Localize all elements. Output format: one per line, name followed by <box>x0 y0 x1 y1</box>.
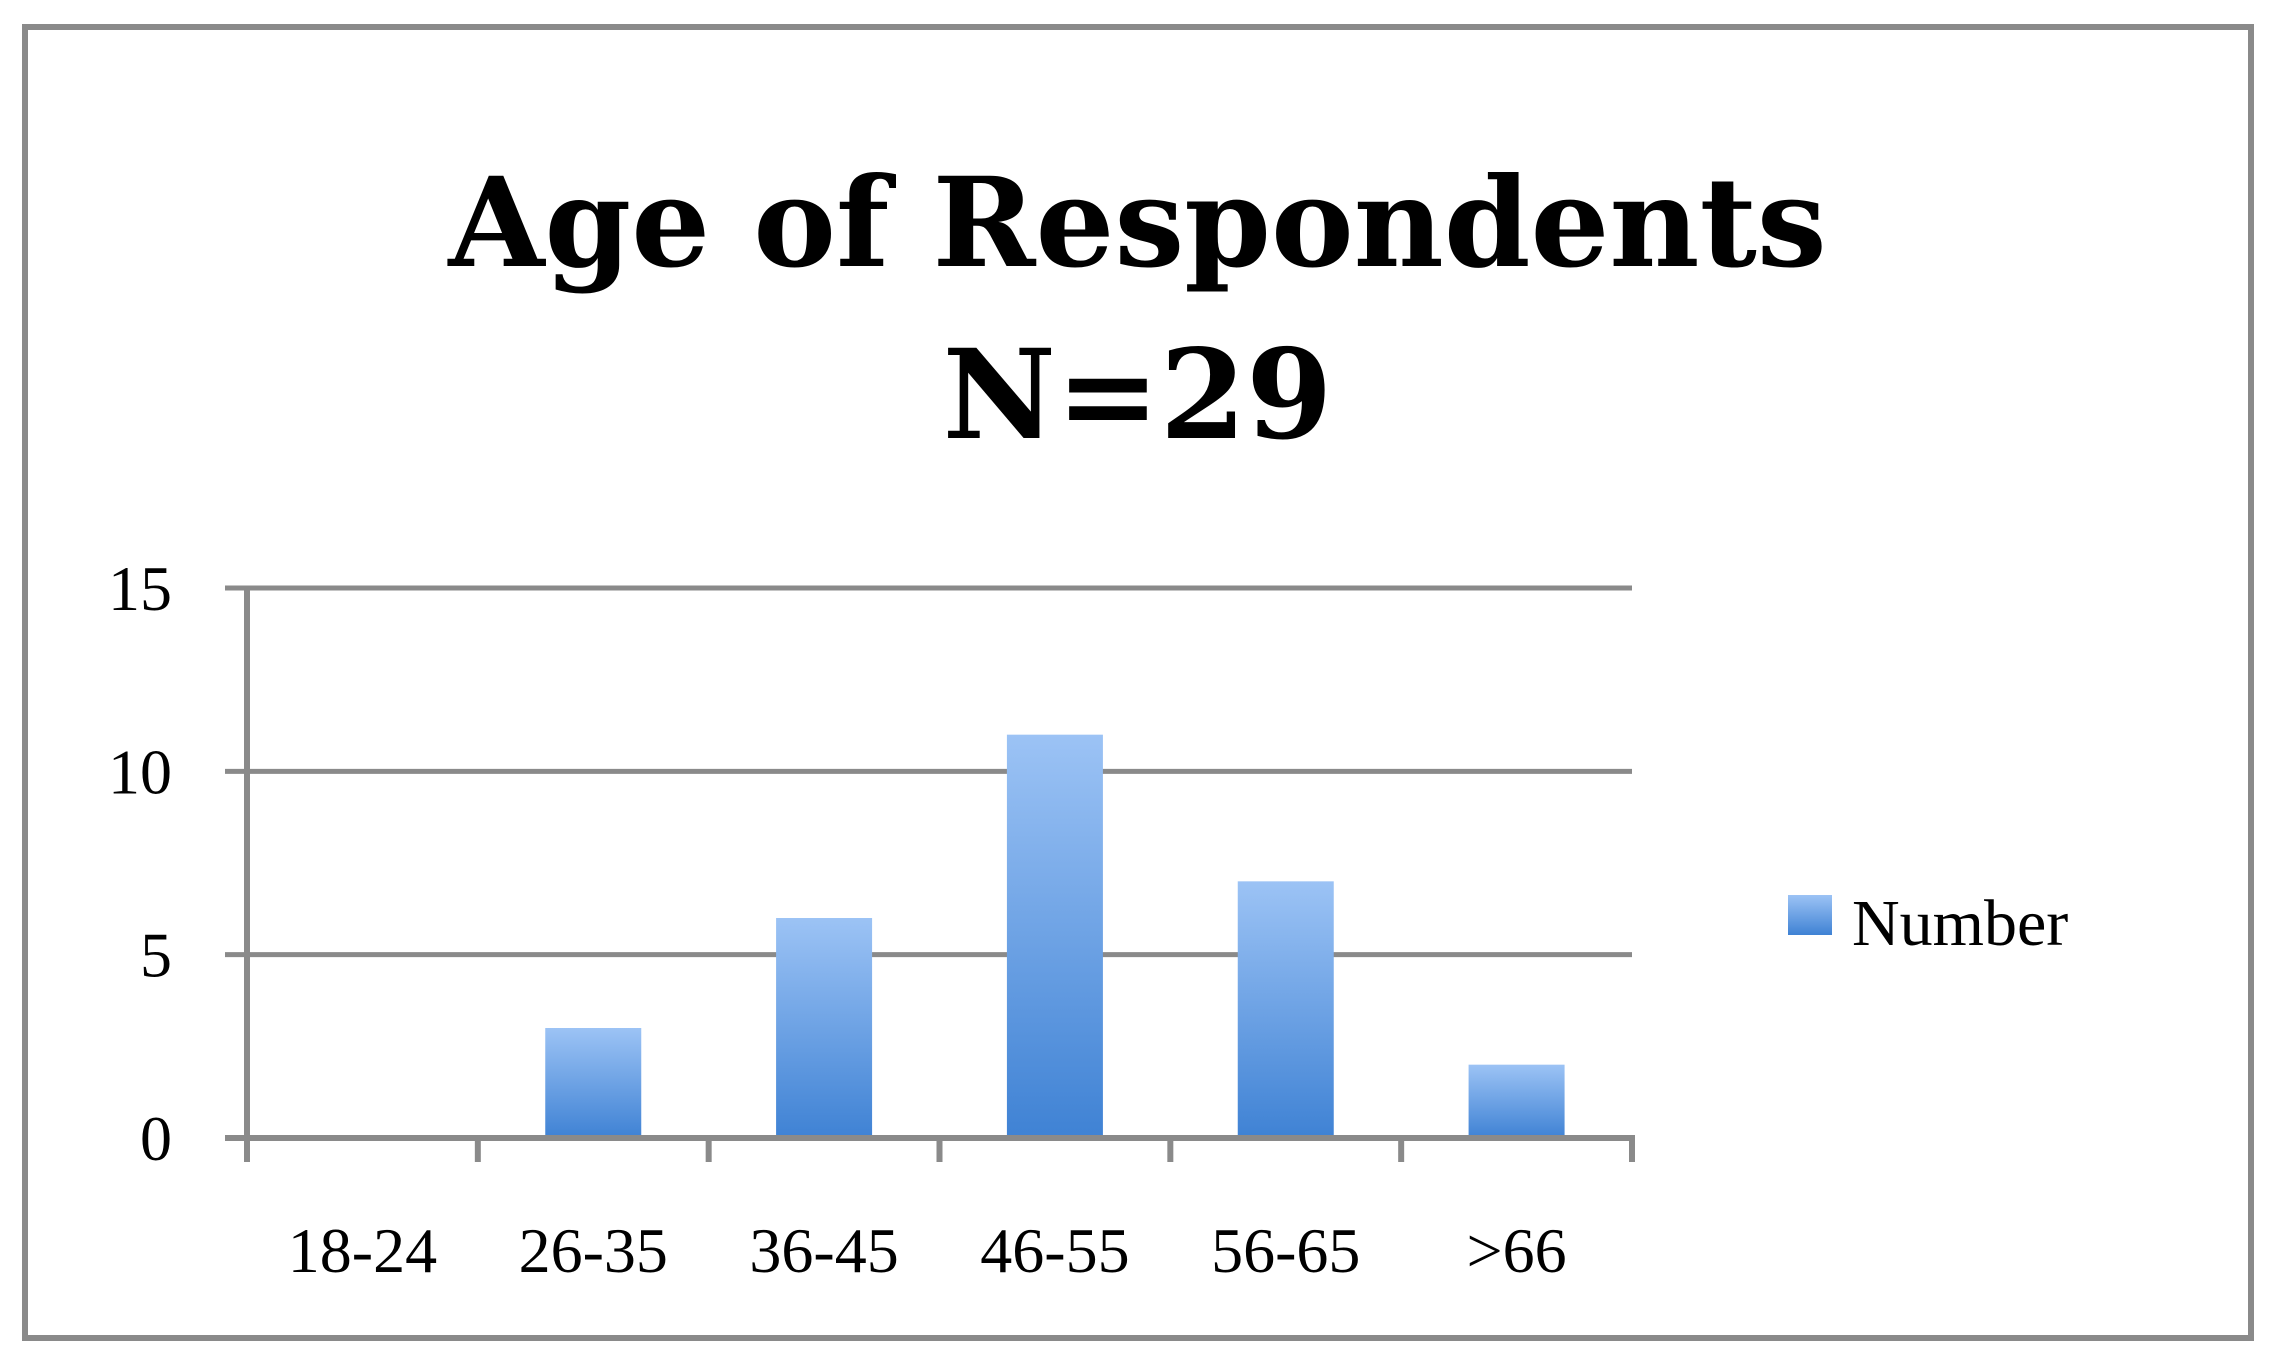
legend-swatch-number <box>1788 895 1832 935</box>
x-tick-label-26-35: 26-35 <box>519 1215 668 1286</box>
chart-title-block: Age of Respondents N=29 <box>0 138 2275 482</box>
bar->66 <box>1468 1064 1565 1138</box>
bar-56-65 <box>1237 881 1334 1138</box>
bar-36-45 <box>776 918 873 1138</box>
x-tick-label-56-65: 56-65 <box>1211 1215 1360 1286</box>
x-tick-labels: 18-24 26-35 36-45 46-55 56-65 >66 <box>288 1215 1567 1286</box>
gridlines <box>225 585 1632 958</box>
bar-26-35 <box>545 1028 642 1138</box>
y-tick-label-0: 0 <box>140 1103 172 1174</box>
chart-frame <box>22 24 2254 1341</box>
x-tick-label-18-24: 18-24 <box>288 1215 437 1286</box>
y-tick-labels: 0 5 10 15 <box>108 553 172 1174</box>
bar-46-55 <box>1006 734 1103 1138</box>
bars <box>545 734 1565 1138</box>
legend-label-number: Number <box>1852 887 2068 960</box>
x-tick-label->66: >66 <box>1467 1215 1567 1286</box>
x-tick-label-36-45: 36-45 <box>749 1215 898 1286</box>
x-tick-label-46-55: 46-55 <box>980 1215 1129 1286</box>
chart-subtitle: N=29 <box>942 323 1333 468</box>
y-tick-label-15: 15 <box>108 553 172 624</box>
legend: Number <box>1788 887 2068 960</box>
axes <box>225 588 1635 1162</box>
y-tick-label-5: 5 <box>140 920 172 991</box>
y-tick-label-10: 10 <box>108 736 172 807</box>
chart-title: Age of Respondents <box>448 151 1827 296</box>
